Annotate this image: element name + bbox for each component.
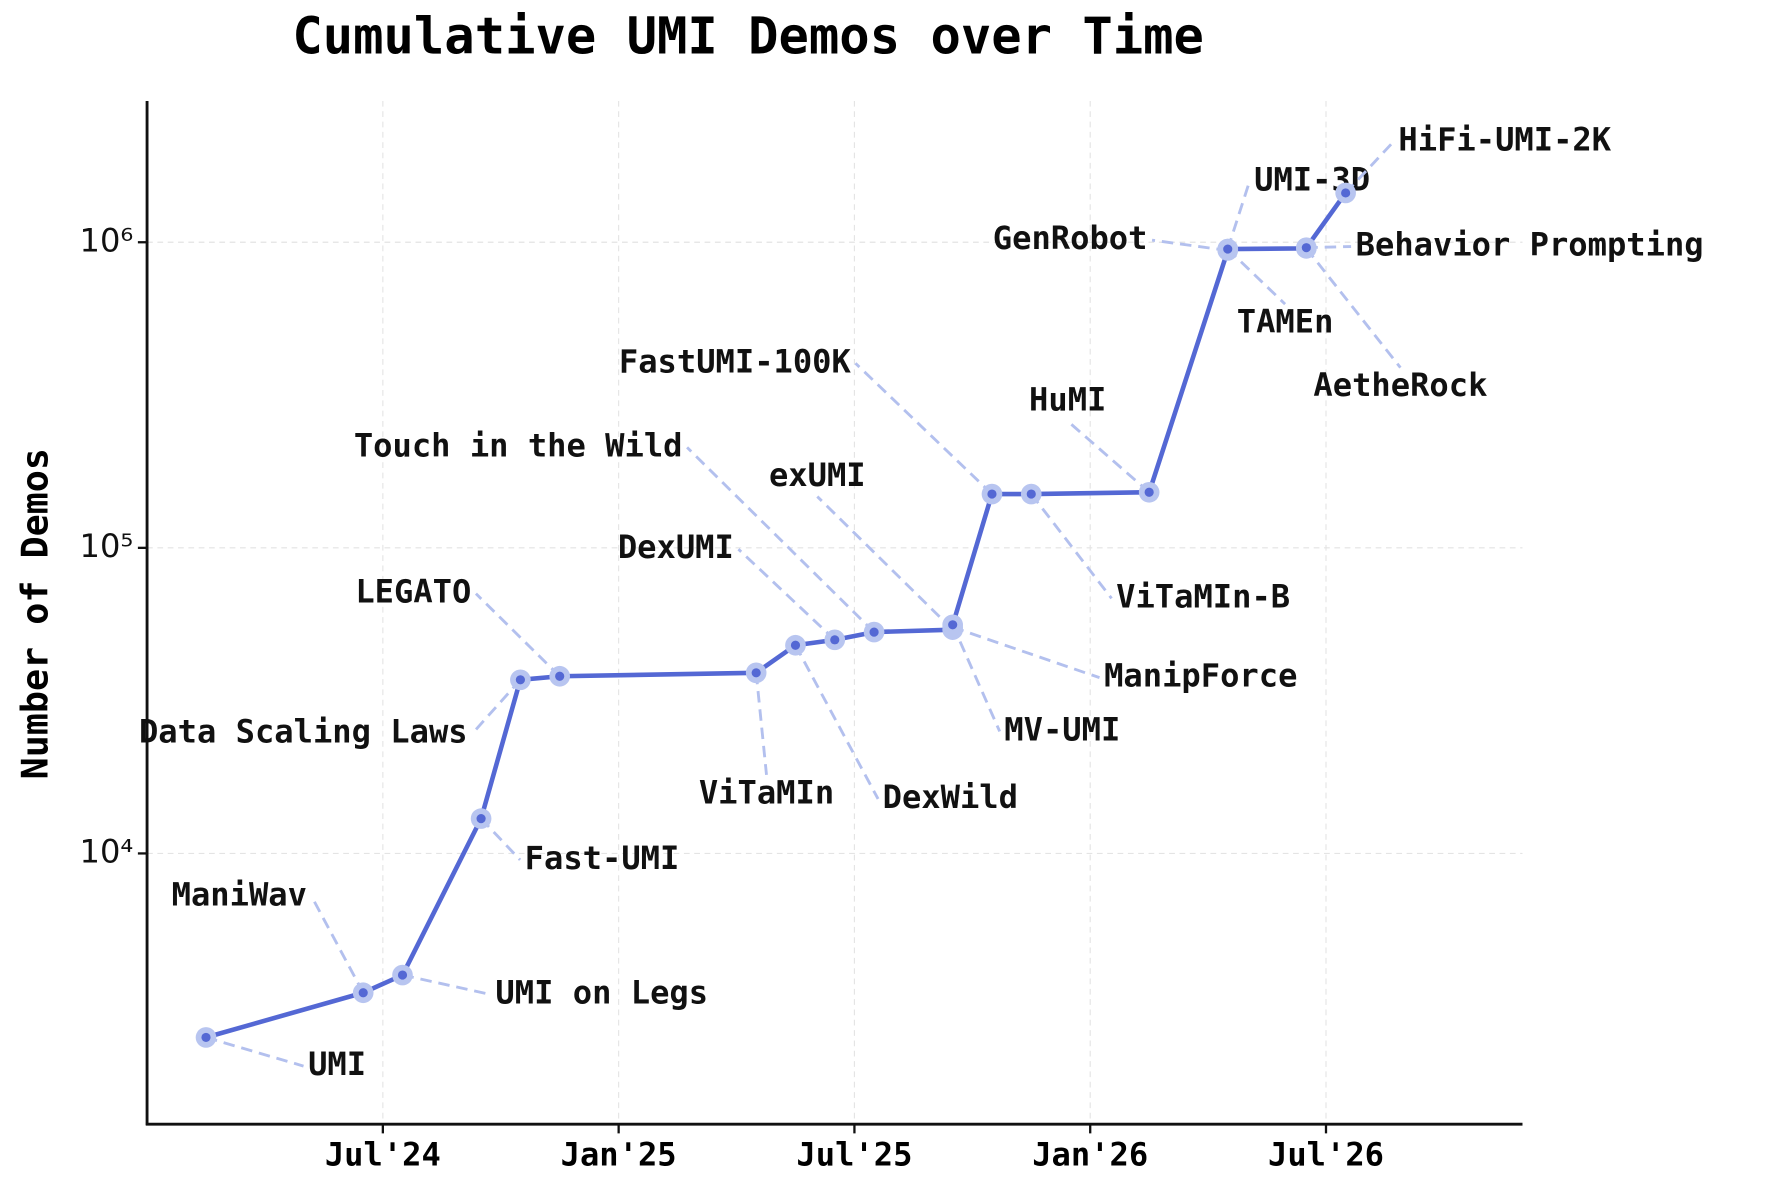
leader-line bbox=[686, 446, 876, 634]
point-label: HiFi-UMI-2K bbox=[1398, 120, 1611, 158]
x-tick-label: Jul'25 bbox=[796, 1135, 912, 1173]
point-label: UMI on Legs bbox=[495, 974, 708, 1012]
y-tick-label: 10⁶ bbox=[80, 221, 134, 259]
point-label: DexWild bbox=[883, 778, 1018, 816]
marker bbox=[830, 635, 840, 645]
marker bbox=[515, 675, 525, 685]
leader-line bbox=[1066, 420, 1151, 494]
marker bbox=[1026, 489, 1036, 499]
y-tick-label: 10⁵ bbox=[80, 527, 134, 565]
point-label: Touch in the Wild bbox=[354, 426, 683, 464]
point-label: ViTaMIn bbox=[699, 773, 834, 811]
point-label: Fast-UMI bbox=[525, 839, 680, 877]
leader-line bbox=[952, 625, 1100, 680]
leader-line bbox=[471, 678, 522, 735]
point-label: FastUMI-100K bbox=[619, 342, 852, 380]
marker bbox=[1341, 188, 1351, 198]
point-label: ManiWav bbox=[172, 875, 307, 913]
point-label: AetheRock bbox=[1313, 366, 1487, 404]
x-tick-label: Jul'24 bbox=[325, 1135, 441, 1173]
chart-title: Cumulative UMI Demos over Time bbox=[292, 7, 1204, 66]
marker bbox=[1301, 243, 1311, 253]
leader-line bbox=[754, 672, 768, 776]
y-axis-label: Number of Demos bbox=[13, 448, 56, 779]
leader-line bbox=[1151, 238, 1228, 252]
point-label: UMI bbox=[308, 1045, 366, 1083]
leader-line bbox=[1226, 248, 1287, 306]
x-tick-label: Jul'26 bbox=[1268, 1135, 1384, 1173]
x-tick-label: Jan'26 bbox=[1032, 1135, 1148, 1173]
point-label: TAMEn bbox=[1237, 303, 1334, 341]
marker bbox=[751, 668, 761, 678]
marker bbox=[948, 620, 958, 630]
point-label: MV-UMI bbox=[1004, 710, 1120, 748]
x-tick-label: Jan'25 bbox=[561, 1135, 677, 1173]
leader-line bbox=[310, 895, 365, 994]
point-label: Behavior Prompting bbox=[1356, 226, 1704, 264]
marker bbox=[358, 988, 368, 998]
marker bbox=[790, 640, 801, 650]
marker bbox=[397, 970, 408, 980]
leader-line bbox=[737, 548, 836, 641]
leader-line bbox=[474, 592, 561, 678]
point-label: exUMI bbox=[769, 456, 866, 494]
point-label: DexUMI bbox=[618, 528, 734, 566]
leader-line bbox=[1305, 247, 1402, 369]
point-label: LEGATO bbox=[355, 573, 471, 611]
point-label: HuMI bbox=[1029, 381, 1106, 419]
point-label: Data Scaling Laws bbox=[139, 713, 468, 751]
marker bbox=[869, 627, 879, 637]
leader-line bbox=[1030, 493, 1113, 600]
leader-line bbox=[794, 644, 880, 800]
leader-line bbox=[205, 1036, 304, 1068]
marker bbox=[476, 814, 486, 824]
y-tick-label: 10⁴ bbox=[80, 832, 134, 870]
leader-line bbox=[402, 973, 492, 996]
marker bbox=[1223, 244, 1233, 254]
marker bbox=[987, 489, 997, 499]
leader-line bbox=[816, 495, 954, 631]
marker bbox=[1144, 487, 1154, 497]
leader-line bbox=[854, 362, 993, 496]
point-label: ViTaMIn-B bbox=[1116, 577, 1290, 615]
marker bbox=[201, 1032, 211, 1043]
leader-line bbox=[951, 624, 1002, 733]
marker bbox=[555, 671, 565, 681]
leader-line bbox=[1344, 140, 1395, 194]
point-label: GenRobot bbox=[993, 219, 1148, 257]
leader-line bbox=[1226, 180, 1251, 250]
point-label: ManipForce bbox=[1104, 657, 1297, 695]
